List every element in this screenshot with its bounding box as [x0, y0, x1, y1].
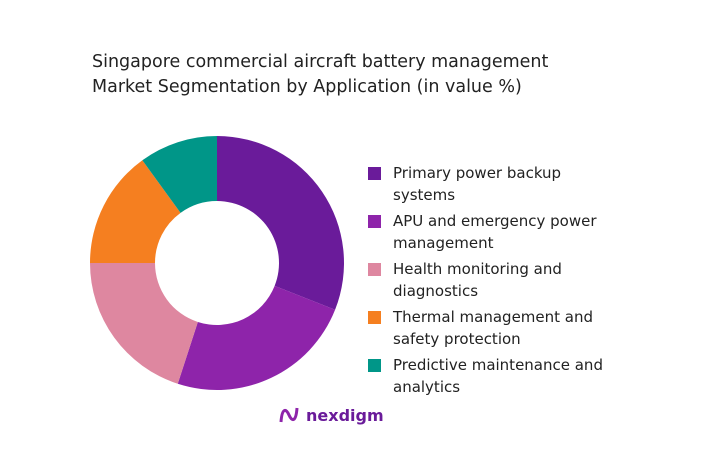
legend-item: Thermal management and safety protection: [368, 306, 608, 350]
legend-label: Predictive maintenance and analytics: [393, 356, 603, 396]
legend-swatch: [368, 359, 381, 372]
legend-swatch: [368, 311, 381, 324]
chart-title: Singapore commercial aircraft battery ma…: [92, 50, 548, 100]
legend-item: APU and emergency power management: [368, 210, 608, 254]
nexdigm-logo: nexdigm: [278, 404, 384, 426]
legend-label: Thermal management and safety protection: [393, 308, 594, 348]
legend-label: Primary power backup systems: [393, 164, 562, 204]
legend-item: Predictive maintenance and analytics: [368, 354, 608, 398]
donut-slice-1: [217, 136, 344, 310]
donut-slice-3: [90, 263, 198, 384]
legend-label: Health monitoring and diagnostics: [393, 260, 562, 300]
legend-item: Primary power backup systems: [368, 162, 608, 206]
legend-label: APU and emergency power management: [393, 212, 597, 252]
donut-slice-5: [142, 136, 217, 213]
legend: Primary power backup systems APU and emer…: [368, 162, 608, 402]
donut-slice-2: [177, 285, 336, 390]
legend-swatch: [368, 263, 381, 276]
legend-swatch: [368, 167, 381, 180]
legend-swatch: [368, 215, 381, 228]
title-line-2: Market Segmentation by Application (in v…: [92, 77, 522, 97]
title-line-1: Singapore commercial aircraft battery ma…: [92, 52, 549, 72]
brand-name: nexdigm: [306, 405, 384, 425]
donut-slice-4: [90, 160, 181, 263]
logo-icon: [279, 407, 299, 423]
legend-item: Health monitoring and diagnostics: [368, 258, 608, 302]
